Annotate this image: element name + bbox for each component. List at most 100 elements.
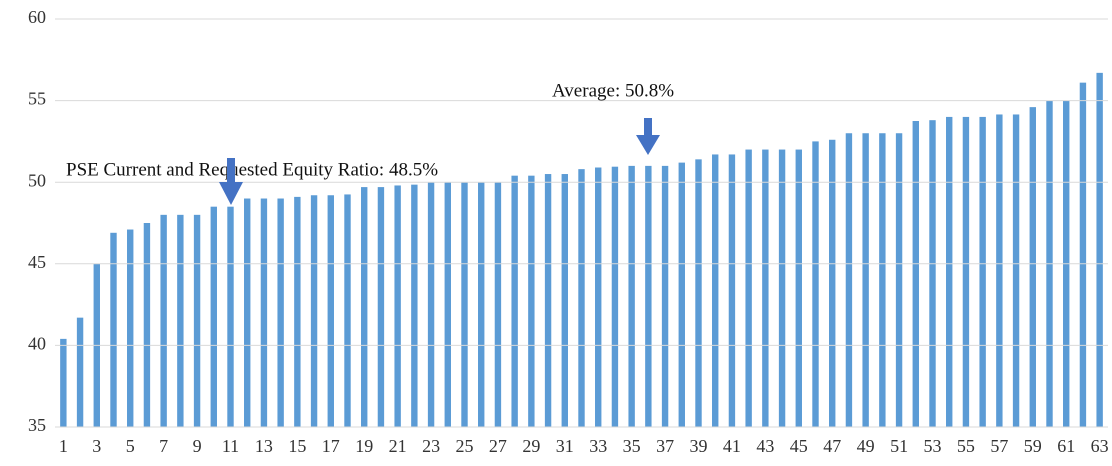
- bar: [528, 175, 535, 427]
- x-tick-label: 61: [1057, 436, 1075, 456]
- bar: [578, 169, 585, 428]
- bar: [394, 185, 401, 427]
- y-tick-label: 35: [28, 415, 46, 435]
- bar: [812, 141, 819, 427]
- x-tick-label: 19: [355, 436, 373, 456]
- annotation: PSE Current and Requested Equity Ratio: …: [66, 159, 438, 180]
- bar: [829, 139, 836, 427]
- bar: [895, 133, 903, 428]
- bar: [143, 223, 151, 427]
- x-tick-label: 3: [92, 436, 101, 456]
- x-tick-label: 13: [255, 436, 273, 456]
- bar: [862, 133, 869, 428]
- x-tick-label: 17: [322, 436, 340, 456]
- x-tick-label: 5: [126, 436, 135, 456]
- bar: [996, 114, 1003, 428]
- bar: [845, 133, 853, 428]
- bar: [377, 187, 385, 427]
- x-tick-label: 39: [690, 436, 708, 456]
- y-tick-label: 60: [28, 7, 46, 27]
- x-tick-label: 15: [288, 436, 306, 456]
- bar: [277, 198, 284, 427]
- x-tick-label: 29: [522, 436, 540, 456]
- x-tick-label: 47: [823, 436, 841, 456]
- bar: [160, 214, 167, 427]
- bar: [628, 165, 635, 427]
- y-tick-label: 40: [28, 334, 46, 354]
- bar: [962, 116, 970, 428]
- x-tick-label: 59: [1024, 436, 1042, 456]
- bar: [210, 206, 217, 427]
- bar: [745, 149, 752, 427]
- bar: [561, 174, 568, 427]
- x-tick-label: 55: [957, 436, 975, 456]
- bar: [595, 167, 602, 427]
- x-tick-label: 53: [924, 436, 942, 456]
- bar: [795, 149, 802, 427]
- bar: [494, 182, 502, 427]
- x-tick-label: 9: [193, 436, 202, 456]
- x-tick-label: 41: [723, 436, 741, 456]
- bar: [76, 317, 84, 427]
- annotation: Average: 50.8%: [552, 80, 674, 101]
- y-tick-label: 45: [28, 252, 46, 272]
- arrow: [219, 158, 243, 205]
- bar: [544, 174, 552, 427]
- x-tick-label: 27: [489, 436, 507, 456]
- bar: [979, 116, 986, 428]
- x-tick-label: 57: [990, 436, 1008, 456]
- bar: [260, 198, 268, 427]
- x-tick-label: 45: [790, 436, 808, 456]
- bar: [427, 182, 435, 427]
- bar: [712, 154, 719, 427]
- bar: [361, 187, 368, 427]
- x-tick-label: 63: [1091, 436, 1109, 456]
- x-tick-label: 31: [556, 436, 574, 456]
- x-tick-label: 51: [890, 436, 908, 456]
- bar: [177, 214, 184, 427]
- bar: [1029, 107, 1036, 428]
- x-tick-label: 43: [756, 436, 774, 456]
- bar: [929, 120, 936, 428]
- bar: [60, 338, 67, 427]
- x-tick-label: 11: [222, 436, 239, 456]
- x-tick-label: 35: [623, 436, 641, 456]
- arrow: [636, 118, 660, 155]
- x-tick-label: 1: [59, 436, 68, 456]
- y-tick-label: 55: [28, 89, 46, 109]
- bar: [645, 165, 652, 427]
- x-tick-label: 25: [456, 436, 474, 456]
- bar: [879, 133, 886, 428]
- bar: [1012, 114, 1020, 428]
- bar: [411, 184, 418, 427]
- x-tick-label: 21: [389, 436, 407, 456]
- bar: [461, 182, 468, 427]
- x-tick-label: 23: [422, 436, 440, 456]
- bar: [946, 116, 953, 428]
- bar: [661, 165, 669, 427]
- bar: [778, 149, 786, 427]
- bar: [127, 229, 134, 427]
- bar: [695, 159, 702, 428]
- bar: [1079, 82, 1087, 427]
- x-tick-label: 7: [159, 436, 168, 456]
- bar: [444, 182, 451, 427]
- bar: [327, 195, 334, 427]
- bar: [678, 162, 685, 427]
- bar: [478, 182, 485, 427]
- bar: [912, 121, 919, 427]
- bar: [227, 206, 234, 427]
- bar: [511, 175, 518, 427]
- bar: [110, 232, 117, 427]
- x-tick-label: 37: [656, 436, 674, 456]
- bar: [762, 149, 769, 427]
- bar: [244, 198, 251, 427]
- x-tick-label: 49: [857, 436, 875, 456]
- bar: [294, 196, 301, 427]
- bar: [728, 154, 736, 427]
- x-tick-label: 33: [589, 436, 607, 456]
- bar: [1096, 72, 1103, 427]
- y-tick-label: 50: [28, 170, 46, 190]
- bar: [344, 194, 351, 427]
